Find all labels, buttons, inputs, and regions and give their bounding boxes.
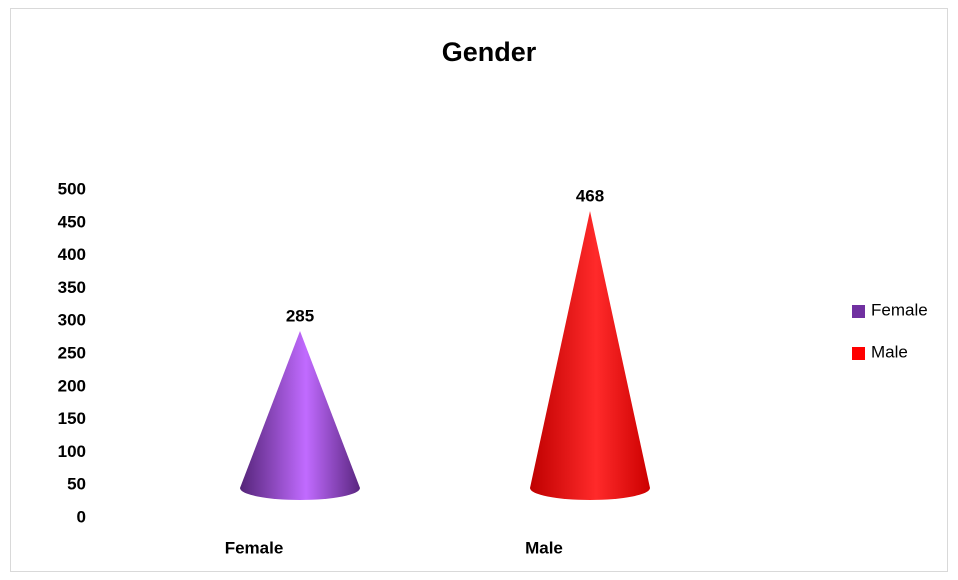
y-tick-label: 300: [58, 311, 86, 330]
y-tick-label: 350: [58, 278, 86, 297]
legend-label: Male: [871, 342, 908, 361]
y-tick-label: 50: [67, 475, 86, 494]
legend-swatch: [852, 305, 865, 318]
chart-title: Gender: [442, 37, 537, 67]
legend-label: Female: [871, 300, 928, 319]
y-tick-label: 200: [58, 376, 86, 395]
x-tick-label: Male: [525, 538, 563, 557]
y-tick-label: 250: [58, 343, 86, 362]
y-tick-label: 400: [58, 245, 86, 264]
x-tick-label: Female: [225, 538, 284, 557]
cone: [530, 210, 650, 500]
y-tick-label: 500: [58, 179, 86, 198]
y-tick-label: 0: [77, 507, 86, 526]
chart-border: [10, 8, 948, 572]
cone: [240, 331, 360, 500]
value-label: 285: [286, 307, 314, 326]
value-label: 468: [576, 186, 604, 205]
legend-swatch: [852, 347, 865, 360]
y-tick-label: 150: [58, 409, 86, 428]
y-tick-label: 450: [58, 212, 86, 231]
y-tick-label: 100: [58, 442, 86, 461]
